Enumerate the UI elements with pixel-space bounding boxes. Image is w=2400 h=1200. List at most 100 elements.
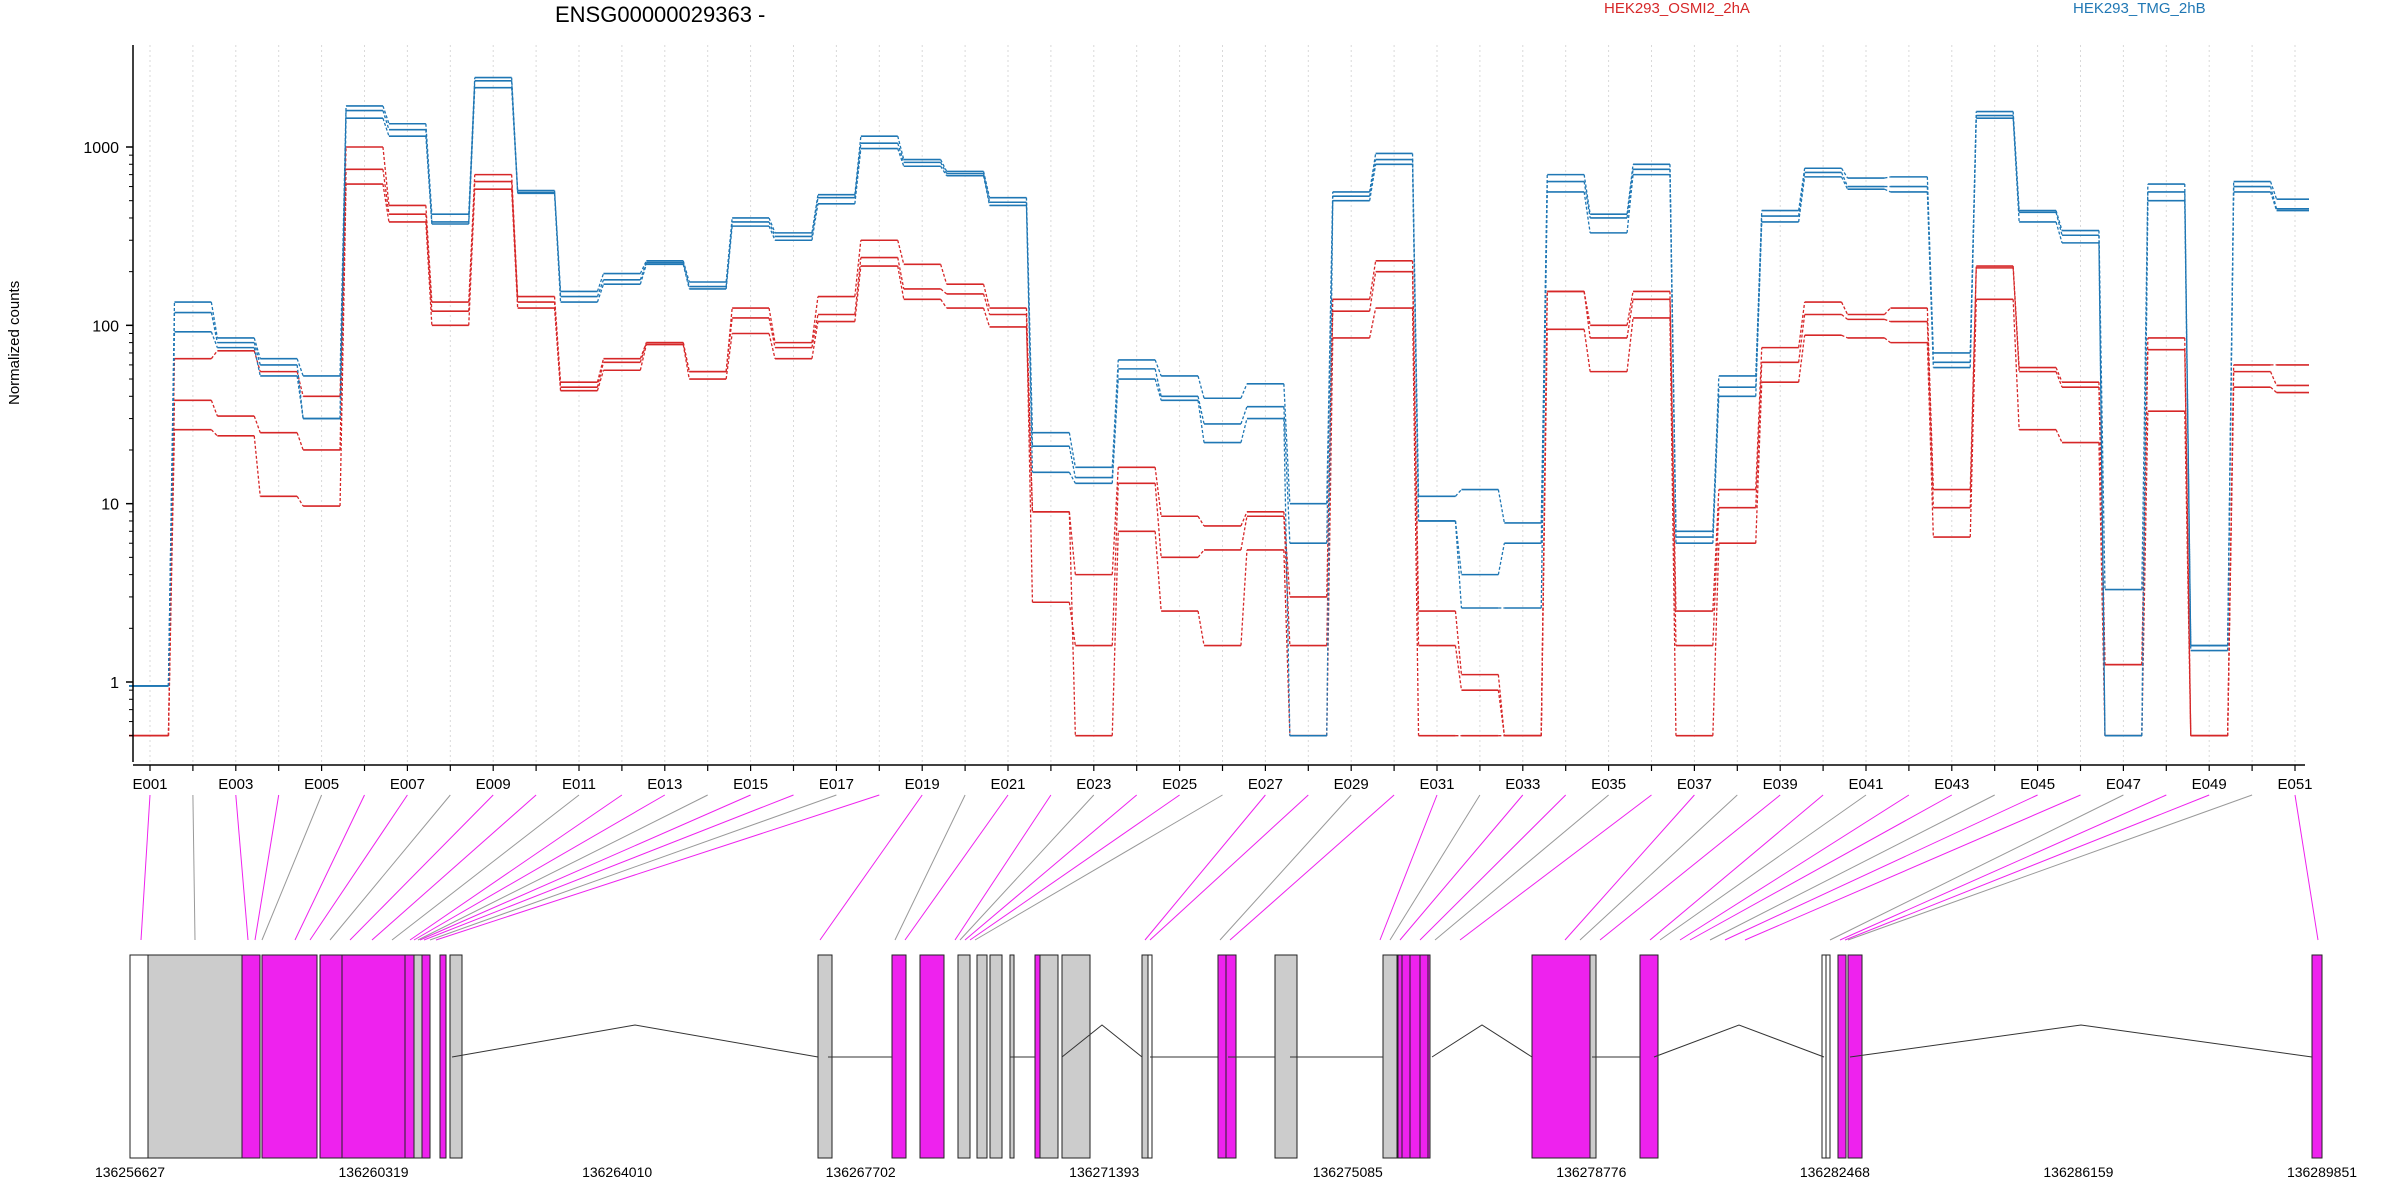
intron-3 bbox=[1061, 1024, 1143, 1058]
series-3-join-e011 bbox=[596, 273, 605, 292]
series-0-join-e040 bbox=[1840, 301, 1849, 315]
series-5-join-e044 bbox=[2012, 118, 2020, 222]
series-4-join-e034 bbox=[1583, 181, 1591, 219]
series-4-join-e018 bbox=[897, 143, 905, 163]
series-3-join-e047 bbox=[2141, 184, 2149, 590]
exon-block-e004 bbox=[261, 954, 318, 1159]
series-5-join-e049 bbox=[2226, 191, 2235, 651]
exon-block-e031 bbox=[1419, 954, 1429, 1159]
exon-block-e016 bbox=[976, 954, 988, 1159]
series-5-join-e029 bbox=[1369, 164, 1377, 201]
series-4 bbox=[129, 80, 2309, 737]
connector-e003 bbox=[235, 794, 249, 941]
connector-e034 bbox=[1419, 794, 1567, 941]
series-5-join-e019 bbox=[940, 165, 948, 177]
series-2-join-e042 bbox=[1926, 342, 1934, 538]
connector-e011 bbox=[391, 794, 580, 941]
exon-block-e006 bbox=[341, 954, 413, 1159]
series-5-join-e027 bbox=[1283, 418, 1291, 736]
series-2-join-e039 bbox=[1798, 335, 1806, 383]
x-tick-label-e049: E049 bbox=[2192, 776, 2227, 793]
series-0-join-e004 bbox=[296, 371, 304, 397]
y-tick-label-1000: 1000 bbox=[83, 140, 119, 157]
series-0-join-e020 bbox=[982, 284, 991, 309]
series-2-join-e050 bbox=[2270, 386, 2277, 394]
series-3-join-e045 bbox=[2055, 210, 2063, 231]
connector-e013 bbox=[413, 794, 666, 941]
x-tick-label-e021: E021 bbox=[990, 776, 1025, 793]
series-1-join-e036 bbox=[1669, 299, 1677, 646]
connector-e044 bbox=[1709, 794, 1995, 941]
series-3-join-e026 bbox=[1240, 383, 1248, 399]
series-1-join-e014 bbox=[725, 317, 733, 372]
x-tick-label-e043: E043 bbox=[1934, 776, 1969, 793]
series-5-join-e011 bbox=[596, 284, 605, 303]
exon-block-e015 bbox=[957, 954, 971, 1159]
series-0 bbox=[129, 146, 2309, 737]
series-0-join-e023 bbox=[1111, 467, 1119, 575]
exon-block-e051 bbox=[2311, 954, 2323, 1159]
series-5-join-e041 bbox=[1884, 188, 1891, 193]
series-5-join-e005 bbox=[339, 118, 347, 419]
genomic-tick-label-3: 136267702 bbox=[826, 1164, 896, 1180]
genomic-tick-label-7: 136282468 bbox=[1800, 1164, 1870, 1180]
series-0-join-e026 bbox=[1240, 511, 1248, 527]
connector-e014 bbox=[417, 794, 708, 941]
series-layer bbox=[129, 76, 2309, 737]
exon-block-e002 bbox=[147, 954, 244, 1159]
series-0-join-e031 bbox=[1454, 610, 1463, 675]
series-2-join-e016 bbox=[811, 321, 819, 359]
series-5-join-e042 bbox=[1926, 191, 1934, 368]
series-0-join-e022 bbox=[1068, 511, 1076, 575]
chart-title: ENSG00000029363 - bbox=[555, 2, 766, 27]
series-5-join-e030 bbox=[1411, 164, 1420, 521]
exon-block-e014 bbox=[919, 954, 945, 1159]
series-3-join-e023 bbox=[1111, 359, 1119, 468]
x-tick-label-e007: E007 bbox=[390, 776, 425, 793]
series-0-join-e021 bbox=[1025, 308, 1034, 512]
series-0-join-e002 bbox=[210, 350, 218, 360]
series-1-join-e044 bbox=[2012, 267, 2020, 372]
series-2-join-e001 bbox=[167, 429, 176, 736]
series-2-join-e035 bbox=[1626, 317, 1634, 372]
connector-e041 bbox=[1659, 794, 1867, 941]
genomic-tick-label-1: 136260319 bbox=[339, 1164, 409, 1180]
series-2-join-e015 bbox=[768, 333, 776, 359]
series-1-join-e023 bbox=[1111, 483, 1119, 646]
series-3-join-e007 bbox=[425, 123, 433, 215]
series-2-join-e004 bbox=[296, 495, 304, 507]
intron-0 bbox=[451, 1024, 819, 1058]
series-5-join-e021 bbox=[1025, 205, 1034, 473]
exon-block-e005 bbox=[319, 954, 343, 1159]
x-tick-label-e017: E017 bbox=[819, 776, 854, 793]
series-2-join-e014 bbox=[725, 333, 733, 380]
series-4-join-e012 bbox=[639, 262, 647, 281]
series-0-join-e045 bbox=[2055, 367, 2063, 383]
connector-e030 bbox=[1229, 794, 1395, 941]
series-4-join-e009 bbox=[511, 80, 519, 193]
series-5-join-e010 bbox=[553, 193, 562, 303]
series-1-join-e029 bbox=[1369, 271, 1377, 312]
series-3-join-e029 bbox=[1369, 153, 1377, 193]
x-tick-label-e027: E027 bbox=[1248, 776, 1283, 793]
x-tick-label-e029: E029 bbox=[1334, 776, 1369, 793]
series-0-join-e017 bbox=[854, 240, 862, 297]
exon-block-e027 bbox=[1382, 954, 1398, 1159]
series-1-join-e016 bbox=[811, 314, 819, 348]
series-3-join-e027 bbox=[1283, 383, 1291, 504]
series-3-join-e020 bbox=[982, 171, 991, 198]
series-2-join-e047 bbox=[2141, 411, 2149, 736]
connector-e043 bbox=[1689, 794, 1953, 941]
series-5-join-e028 bbox=[1326, 200, 1334, 736]
exon-block-e001 bbox=[129, 954, 149, 1159]
legend-item-osmi2: HEK293_OSMI2_2hA bbox=[1604, 0, 1750, 17]
connector-e042 bbox=[1679, 794, 1910, 941]
series-1-join-e025 bbox=[1197, 549, 1205, 558]
series-2-join-e008 bbox=[468, 189, 476, 326]
series-4-join-e003 bbox=[253, 342, 261, 366]
series-3 bbox=[129, 76, 2309, 687]
series-4-join-e027 bbox=[1283, 406, 1291, 544]
series-2-join-e046 bbox=[2098, 442, 2106, 736]
series-0-join-e024 bbox=[1154, 467, 1162, 517]
x-tick-label-e001: E001 bbox=[132, 776, 167, 793]
